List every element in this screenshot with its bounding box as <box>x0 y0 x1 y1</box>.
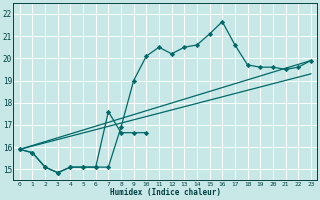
X-axis label: Humidex (Indice chaleur): Humidex (Indice chaleur) <box>110 188 221 197</box>
